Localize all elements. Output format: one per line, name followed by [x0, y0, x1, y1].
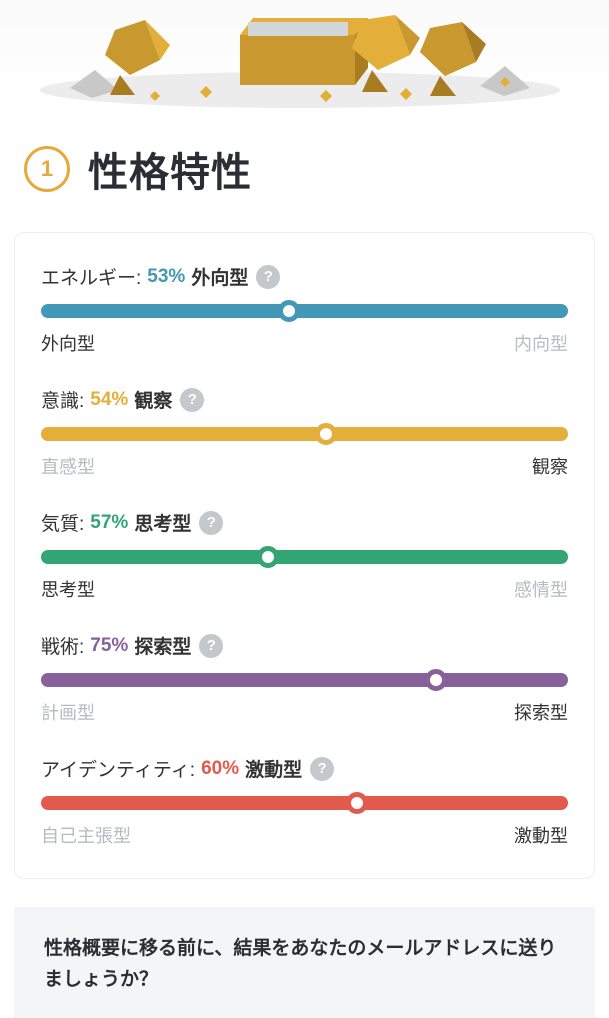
- trait-bar-labels: 自己主張型 激動型: [41, 822, 568, 848]
- trait-name: エネルギー:: [41, 263, 141, 290]
- help-icon[interactable]: ?: [199, 511, 223, 535]
- trait-row: 戦術: 75% 探索型? 計画型 探索型: [41, 632, 568, 725]
- section-title: 性格特性: [88, 140, 252, 198]
- trait-name: 気質:: [41, 509, 84, 536]
- traits-card: エネルギー: 53% 外向型?外向型内向型意識: 54% 観察?直感型観察気質:…: [14, 232, 595, 879]
- trait-left-label: 直感型: [41, 453, 95, 479]
- trait-left-label: 自己主張型: [41, 822, 131, 848]
- trait-bar-knob: [278, 300, 300, 322]
- trait-row: エネルギー: 53% 外向型?外向型内向型: [41, 263, 568, 356]
- trait-percent: 53%: [147, 266, 185, 288]
- trait-right-label: 感情型: [514, 576, 568, 602]
- trait-left-label: 外向型: [41, 330, 95, 356]
- trait-name: アイデンティティ:: [41, 755, 195, 782]
- trait-bar: [41, 796, 568, 810]
- trait-type: 観察: [134, 386, 172, 413]
- email-prompt-banner: 性格概要に移る前に、結果をあなたのメールアドレスに送りましょうか？: [14, 907, 595, 1018]
- trait-percent: 75%: [90, 635, 128, 657]
- trait-percent: 57%: [90, 512, 128, 534]
- trait-bar-knob: [315, 423, 337, 445]
- hero-illustration: [0, 0, 609, 110]
- trait-percent: 54%: [90, 389, 128, 411]
- trait-row: 意識: 54% 観察? 直感型 観察: [41, 386, 568, 479]
- help-icon[interactable]: ?: [180, 388, 204, 412]
- trait-bar: [41, 673, 568, 687]
- trait-type: 激動型: [245, 755, 302, 782]
- trait-bar-knob: [346, 792, 368, 814]
- trait-left-label: 思考型: [41, 576, 95, 602]
- trait-header: 意識: 54% 観察?: [41, 386, 568, 413]
- trait-right-label: 激動型: [514, 822, 568, 848]
- trait-type: 探索型: [134, 632, 191, 659]
- trait-bar: [41, 427, 568, 441]
- trait-header: 気質: 57% 思考型?: [41, 509, 568, 536]
- trait-name: 戦術:: [41, 632, 84, 659]
- trait-header: 戦術: 75% 探索型?: [41, 632, 568, 659]
- trait-type: 思考型: [134, 509, 191, 536]
- help-icon[interactable]: ?: [256, 265, 280, 289]
- trait-percent: 60%: [201, 758, 239, 780]
- help-icon[interactable]: ?: [310, 757, 334, 781]
- trait-bar: [41, 550, 568, 564]
- trait-right-label: 探索型: [514, 699, 568, 725]
- trait-bar-knob: [425, 669, 447, 691]
- trait-row: アイデンティティ: 60% 激動型? 自己主張型 激動型: [41, 755, 568, 848]
- trait-bar-labels: 計画型 探索型: [41, 699, 568, 725]
- trait-bar-knob: [257, 546, 279, 568]
- trait-right-label: 観察: [532, 453, 568, 479]
- trait-header: エネルギー: 53% 外向型?: [41, 263, 568, 290]
- trait-name: 意識:: [41, 386, 84, 413]
- trait-left-label: 計画型: [41, 699, 95, 725]
- section-header: 1 性格特性: [0, 110, 609, 222]
- help-icon[interactable]: ?: [199, 634, 223, 658]
- trait-type: 外向型: [191, 263, 248, 290]
- section-number-badge: 1: [24, 146, 70, 192]
- trait-bar: [41, 304, 568, 318]
- trait-row: 気質: 57% 思考型?思考型感情型: [41, 509, 568, 602]
- trait-bar-labels: 直感型 観察: [41, 453, 568, 479]
- trait-header: アイデンティティ: 60% 激動型?: [41, 755, 568, 782]
- trait-right-label: 内向型: [514, 330, 568, 356]
- trait-bar-labels: 思考型 感情型: [41, 576, 568, 602]
- trait-bar-labels: 外向型 内向型: [41, 330, 568, 356]
